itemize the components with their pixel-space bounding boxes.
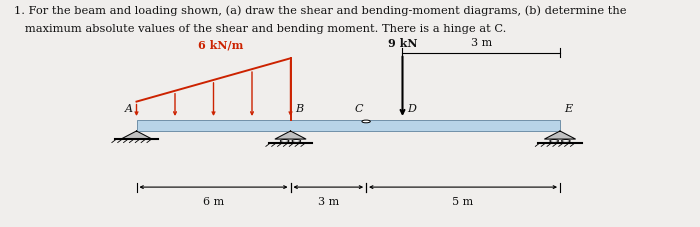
Text: E: E <box>564 104 573 114</box>
Text: D: D <box>407 104 416 114</box>
Polygon shape <box>275 131 306 139</box>
Text: A: A <box>125 104 133 114</box>
Polygon shape <box>121 131 152 139</box>
FancyBboxPatch shape <box>136 121 560 131</box>
Polygon shape <box>545 131 575 139</box>
Circle shape <box>280 140 289 143</box>
Text: 6 kN/m: 6 kN/m <box>198 39 243 50</box>
Circle shape <box>561 140 570 143</box>
Text: 5 m: 5 m <box>452 196 474 206</box>
Text: maximum absolute values of the shear and bending moment. There is a hinge at C.: maximum absolute values of the shear and… <box>14 24 506 34</box>
Circle shape <box>362 121 370 123</box>
Text: 1. For the beam and loading shown, (a) draw the shear and bending-moment diagram: 1. For the beam and loading shown, (a) d… <box>14 6 626 16</box>
Text: C: C <box>354 104 363 114</box>
Text: 6 m: 6 m <box>203 196 224 206</box>
Text: B: B <box>295 104 303 114</box>
Text: 3 m: 3 m <box>318 196 339 206</box>
Text: 9 kN: 9 kN <box>388 38 417 49</box>
Text: 3 m: 3 m <box>470 38 492 48</box>
Circle shape <box>292 140 301 143</box>
Circle shape <box>550 140 559 143</box>
